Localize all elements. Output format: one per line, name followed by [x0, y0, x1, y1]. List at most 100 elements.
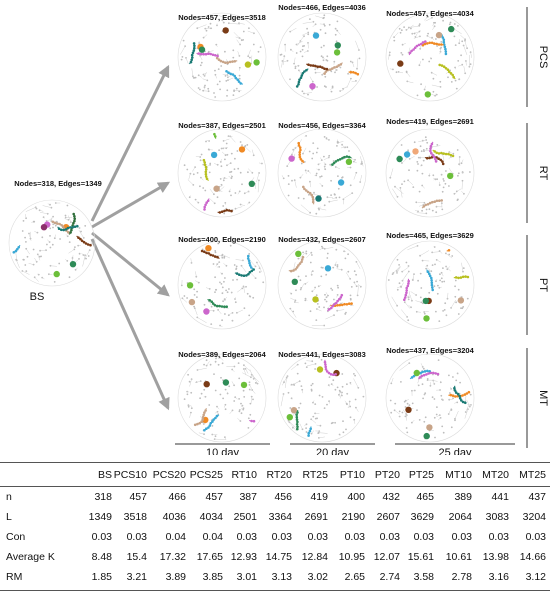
panel-rt-1-module-5: [213, 185, 220, 192]
table-row: Average K 8.48 15.4 17.32 17.65 12.93 14.75 12.…: [0, 548, 550, 567]
column-header: MT25: [519, 469, 546, 481]
panel-pt-2-module-1: [324, 265, 332, 272]
table-cell: 0.03: [307, 531, 328, 543]
table-cell: 0.04: [165, 531, 186, 543]
panel-pcs-1-module-8: [188, 42, 196, 65]
panel-mt-1-module-3: [240, 381, 248, 389]
panel-rt-2-network: [277, 128, 367, 218]
table-cell: 3.12: [525, 571, 546, 583]
source-module-10: [57, 224, 79, 232]
panel-stats-label: Nodes=441, Edges=3083: [278, 350, 366, 359]
table-cell: 14.75: [265, 551, 292, 563]
panel-mt-3-network: [385, 353, 475, 443]
table-cell: 3.21: [126, 571, 147, 583]
panel-mt-2-module-6: [323, 359, 338, 377]
table-cell: 15.4: [126, 551, 147, 563]
table-cell: 419: [310, 491, 328, 503]
panel-mt-3-module-5: [423, 432, 430, 440]
table-cell: 10.95: [338, 551, 365, 563]
panel-rt-2-module-4: [331, 155, 352, 166]
panel-pcs-2-module-5: [333, 49, 341, 56]
panel-rt-1-minor-nodes: [183, 135, 263, 215]
time-label: 25 day: [438, 447, 472, 455]
panel-mt-3-module-6: [417, 371, 440, 380]
panel-pcs-1-module-6: [196, 52, 219, 58]
column-header: PCS25: [189, 469, 223, 481]
transition-arrow: [91, 231, 170, 297]
panel-rt-1-module-3: [210, 151, 218, 159]
column-header: PT25: [408, 469, 434, 481]
panel-mt-2-module-7: [316, 366, 324, 373]
panel-rt-3-module-5: [447, 172, 454, 180]
table-cell: 3629: [410, 511, 434, 523]
group-label: MT: [537, 390, 549, 406]
table-cell: 2190: [341, 511, 365, 523]
panel-mt-3-module-3: [426, 424, 433, 431]
column-header: PCS10: [113, 469, 147, 481]
table-cell: 387: [239, 491, 257, 503]
table-cell: 2501: [233, 511, 257, 523]
panel-rt-3-minor-nodes: [389, 136, 471, 215]
time-label: 20 day: [316, 447, 350, 455]
panel-pt-1-module-7: [203, 308, 210, 315]
panel-pcs-1-module-9: [244, 61, 252, 68]
table-cell: 4036: [162, 511, 186, 523]
panel-stats-label: Nodes=389, Edges=2064: [178, 350, 266, 359]
panel-rt-2-boundary: [277, 128, 367, 218]
table-cell: 318: [94, 491, 112, 503]
table-row: n 318 457 466 457 387 456 419 400 432 465 389 441 437: [0, 488, 550, 507]
row-label: Average K: [6, 551, 55, 563]
panel-mt-2-module-1: [286, 414, 293, 421]
transition-arrow: [90, 64, 170, 222]
panel-mt-1-network: [177, 353, 267, 443]
table-cell: 0.03: [271, 531, 292, 543]
table-top-rule: [0, 462, 550, 463]
panel-rt-1-module-2: [213, 132, 217, 139]
table-cell: 15.61: [407, 551, 434, 563]
panel-rt-1-module-7: [248, 180, 255, 187]
table-cell: 8.48: [91, 551, 112, 563]
transition-arrow: [91, 181, 171, 229]
table-cell: 3.01: [236, 571, 257, 583]
panel-pcs-2-network: [277, 12, 367, 102]
column-header: PCS20: [152, 469, 186, 481]
table-cell: 0.03: [91, 531, 112, 543]
panel-pt-1-module-1: [205, 245, 212, 252]
table-cell: 0.03: [126, 531, 147, 543]
panel-pt-3-module-4: [446, 249, 451, 252]
panel-rt-3-module-6: [429, 141, 438, 163]
panel-pcs-3-module-8: [438, 63, 456, 80]
table-header-row: BS PCS10 PCS20 PCS25 RT10 RT20 RT25 PT10 PT20 PT2…: [0, 466, 550, 485]
table-cell: 17.32: [159, 551, 186, 563]
panel-pt-2-minor-nodes: [289, 245, 362, 327]
panel-stats-label: Nodes=387, Edges=2501: [178, 121, 266, 130]
row-label: n: [6, 491, 12, 503]
panel-rt-2-module-1: [337, 179, 345, 186]
table-cell: 3.89: [165, 571, 186, 583]
table-cell: 3204: [522, 511, 546, 523]
table-cell: 3.85: [202, 571, 223, 583]
panel-pcs-2-boundary: [277, 12, 367, 102]
panel-pt-3-minor-nodes: [387, 245, 469, 322]
panel-pcs-2-module-4: [348, 70, 360, 76]
panel-pcs-1-module-4: [215, 56, 238, 64]
panel-pcs-1-minor-nodes: [180, 15, 262, 99]
table-header-rule: [0, 486, 550, 487]
panel-rt-3-module-7: [396, 155, 403, 163]
panel-pcs-1-module-2: [225, 70, 244, 85]
panels-layer: [8, 12, 475, 443]
panel-pcs-2-module-1: [312, 32, 320, 39]
panel-pcs-2-module-6: [306, 63, 329, 71]
source-stats-label: Nodes=318, Edges=1349: [14, 179, 102, 188]
panel-pcs-3-module-6: [408, 40, 427, 56]
panel-pt-1-minor-nodes: [180, 242, 265, 328]
panel-rt-1-module-8: [202, 158, 209, 182]
panel-mt-1-module-4: [193, 408, 207, 427]
panel-pcs-1-module-7: [222, 27, 229, 34]
panel-pcs-1-network: [177, 12, 267, 102]
table-cell: 1349: [88, 511, 112, 523]
panel-rt-1-network: [177, 128, 267, 218]
table-cell: 400: [347, 491, 365, 503]
panel-rt-1-module-4: [217, 208, 233, 214]
column-header: MT20: [482, 469, 509, 481]
